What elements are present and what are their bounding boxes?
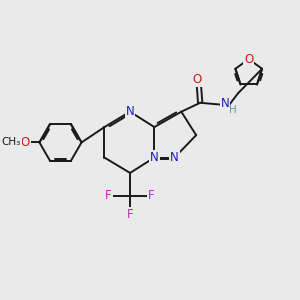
Text: N: N bbox=[170, 151, 179, 164]
Text: N: N bbox=[150, 151, 159, 164]
Text: O: O bbox=[193, 74, 202, 86]
Text: O: O bbox=[244, 52, 254, 66]
Text: O: O bbox=[21, 136, 30, 149]
Text: F: F bbox=[105, 189, 112, 203]
Text: N: N bbox=[220, 97, 230, 110]
Text: F: F bbox=[148, 189, 155, 203]
Text: F: F bbox=[127, 208, 134, 221]
Text: N: N bbox=[126, 105, 134, 118]
Text: H: H bbox=[229, 104, 237, 115]
Text: CH₃: CH₃ bbox=[2, 137, 21, 147]
